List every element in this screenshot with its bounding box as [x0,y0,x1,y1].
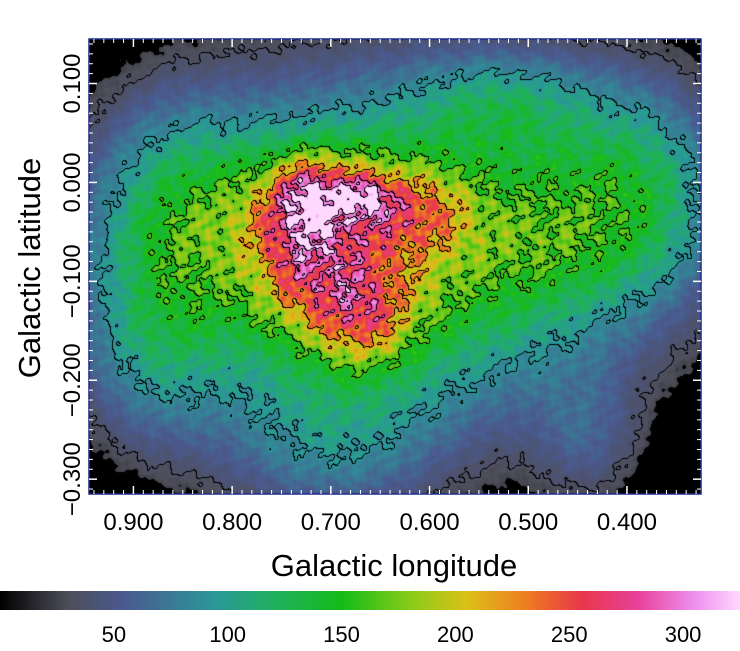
heatmap-image [89,39,701,494]
plot-frame [88,38,702,495]
y-tick-label: −0.300 [59,442,86,516]
colorbar [0,591,740,610]
colorbar-tick-label: 300 [665,622,702,647]
y-axis-tick-labels: 0.100 0.000 −0.100 −0.200 −0.300 [59,53,86,516]
colorbar-tick-label: 50 [102,622,126,647]
x-tick-label: 0.900 [103,509,163,536]
heatmap-image-wrap [89,39,701,494]
colorbar-tick-label: 250 [551,622,588,647]
y-tick-label: −0.100 [59,244,86,318]
y-tick-label: 0.100 [59,53,86,113]
y-tick-label: −0.200 [59,343,86,417]
colorbar-tick-labels: 50 100 150 200 250 300 [102,622,702,647]
x-tick-label: 0.700 [301,509,361,536]
x-tick-label: 0.800 [202,509,262,536]
y-axis-label: Galactic latitude [12,158,47,379]
x-axis-ticks [93,39,697,494]
colorbar-tick-label: 100 [209,622,246,647]
y-axis-ticks [89,43,701,490]
y-tick-label: 0.000 [59,152,86,212]
x-axis-label: Galactic longitude [271,548,517,583]
x-axis-tick-labels: 0.900 0.800 0.700 0.600 0.500 0.400 [103,509,657,536]
x-tick-label: 0.600 [400,509,460,536]
x-tick-label: 0.500 [498,509,558,536]
colorbar-tick-label: 200 [437,622,474,647]
colorbar-tick-label: 150 [323,622,360,647]
x-tick-label: 0.400 [597,509,657,536]
